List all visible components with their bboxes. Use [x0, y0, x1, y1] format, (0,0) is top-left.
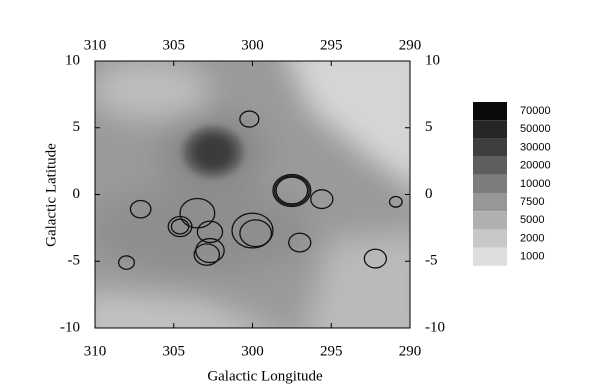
colorbar-swatch: [473, 229, 507, 247]
colorbar-label: 7500: [520, 196, 544, 208]
y-tick-label: 0: [425, 186, 433, 202]
x-tick-label: 290: [399, 37, 422, 53]
colorbar-swatch: [473, 138, 507, 156]
x-axis-label: Galactic Longitude: [207, 368, 323, 384]
colorbar-swatch: [473, 120, 507, 138]
y-tick-label: -10: [60, 319, 80, 335]
x-tick-label: 300: [241, 343, 264, 359]
y-tick-label: 10: [65, 52, 80, 68]
x-tick-label: 305: [163, 343, 186, 359]
x-tick-label: 310: [84, 37, 107, 53]
colorbar-swatch: [473, 211, 507, 229]
y-axis-label: Galactic Latitude: [43, 143, 59, 247]
colorbar-label: 30000: [520, 141, 551, 153]
y-tick-label: 0: [73, 186, 81, 202]
x-tick-label: 295: [320, 37, 343, 53]
colorbar-label: 5000: [520, 214, 544, 226]
y-tick-label: -10: [425, 319, 445, 335]
colorbar-label: 10000: [520, 178, 551, 190]
colorbar-label: 20000: [520, 160, 551, 172]
x-tick-label: 295: [320, 343, 343, 359]
colorbar-label: 2000: [520, 232, 544, 244]
colorbar-label: 1000: [520, 251, 544, 263]
y-tick-label: -5: [68, 253, 81, 269]
colorbar-label: 70000: [520, 105, 551, 117]
y-tick-label: 10: [425, 52, 440, 68]
intensity-map: [80, 40, 430, 350]
colorbar-swatch: [473, 248, 507, 266]
colorbar-swatch: [473, 193, 507, 211]
colorbar-swatch: [473, 157, 507, 175]
x-tick-label: 305: [163, 37, 186, 53]
chart: Galactic Longitude Galactic Latitude 310…: [0, 0, 608, 385]
colorbar-swatch: [473, 175, 507, 193]
colorbar-swatch: [473, 102, 507, 120]
x-tick-label: 290: [399, 343, 422, 359]
y-tick-label: 5: [425, 119, 433, 135]
y-tick-label: 5: [73, 119, 81, 135]
colorbar-label: 50000: [520, 123, 551, 135]
x-tick-label: 310: [84, 343, 107, 359]
x-tick-label: 300: [241, 37, 264, 53]
y-tick-label: -5: [425, 253, 438, 269]
